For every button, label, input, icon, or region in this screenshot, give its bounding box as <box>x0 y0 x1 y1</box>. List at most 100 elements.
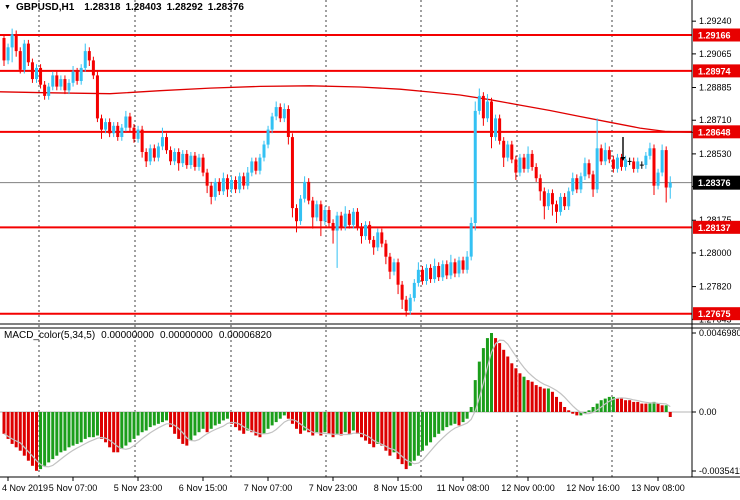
macd-bar <box>522 376 526 412</box>
candle-body <box>400 284 404 300</box>
macd-bar <box>469 407 473 412</box>
macd-bar <box>425 412 428 446</box>
macd-bar <box>10 412 14 444</box>
candle-body <box>563 196 567 207</box>
price-tick-label: 1.29065 <box>699 49 732 59</box>
candle-body <box>494 118 498 138</box>
candle-body <box>197 157 201 167</box>
macd-bar <box>30 412 34 466</box>
macd-bar <box>262 412 266 434</box>
macd-bar <box>579 412 583 416</box>
macd-bar <box>628 400 632 412</box>
macd-bar <box>307 412 311 433</box>
candle-body <box>559 196 563 212</box>
macd-bar <box>51 412 55 460</box>
macd-bar <box>242 412 246 434</box>
macd-bar <box>449 412 453 426</box>
candle-body <box>266 129 270 145</box>
candle-body <box>526 153 530 169</box>
macd-bar <box>518 373 522 412</box>
macd-bar <box>477 361 481 412</box>
macd-bar <box>368 412 372 444</box>
candle-body <box>530 153 534 167</box>
macd-indicator-name: MACD_color(5,34,5) <box>4 330 96 341</box>
macd-bar <box>205 412 209 433</box>
price-level-label-box <box>693 28 740 42</box>
candle-body <box>116 125 120 137</box>
macd-bar <box>91 412 95 438</box>
candle-body <box>615 157 619 169</box>
candle-body <box>368 224 372 240</box>
candle-body <box>63 79 67 91</box>
candle-body <box>250 161 254 173</box>
macd-bar <box>668 412 672 417</box>
candle-body <box>441 264 445 278</box>
macd-value-2: 0.00000000 <box>160 330 213 341</box>
macd-bar <box>408 412 412 466</box>
macd-bar <box>437 412 441 434</box>
candle-body <box>274 107 278 117</box>
macd-bar <box>327 412 331 434</box>
candle-body <box>230 180 233 190</box>
macd-bar <box>441 412 445 431</box>
price-level-label-box <box>693 125 740 139</box>
macd-bar <box>384 412 388 451</box>
macd-bar <box>189 412 193 441</box>
macd-bar <box>303 412 307 431</box>
macd-bar <box>445 412 449 428</box>
macd-bar <box>648 403 652 412</box>
candle-body <box>108 122 112 134</box>
symbol-dropdown-icon[interactable]: ▼ <box>4 4 11 11</box>
macd-bar <box>514 368 518 412</box>
macd-bar <box>75 412 79 444</box>
candle-body <box>177 152 181 164</box>
macd-bar <box>108 412 112 448</box>
macd-bar <box>173 412 177 434</box>
macd-bar <box>347 412 351 434</box>
price-tick-label: 1.28710 <box>699 115 732 125</box>
candle-body <box>144 152 148 162</box>
macd-bar <box>555 396 558 412</box>
candle-body <box>160 137 164 147</box>
candle-body <box>278 107 282 119</box>
macd-bar <box>14 412 18 448</box>
candle-body <box>10 34 14 48</box>
macd-bar <box>364 412 368 441</box>
candle-body <box>282 109 286 119</box>
candle-body <box>173 152 177 162</box>
macd-bar <box>404 412 408 470</box>
macd-bar <box>209 412 213 429</box>
macd-bar <box>270 412 274 426</box>
candle-body <box>319 204 323 222</box>
macd-bar <box>18 412 22 451</box>
ohlc-close: 1.28376 <box>207 2 244 13</box>
candle-body <box>270 116 274 130</box>
macd-bar <box>274 412 278 423</box>
candle-body <box>213 181 217 197</box>
macd-bar <box>246 412 250 431</box>
macd-bar <box>656 403 660 412</box>
candlestick-series <box>2 28 672 317</box>
candle-body <box>506 144 510 158</box>
candle-body <box>35 67 38 80</box>
candle-body <box>490 101 493 137</box>
macd-indicator-label: MACD_color(5,34,5) 0.00000000 0.00000000 0.… <box>4 330 278 341</box>
price-level-label: 1.29166 <box>698 31 731 41</box>
macd-bar <box>315 412 319 433</box>
macd-bar <box>372 412 376 448</box>
candle-body <box>457 260 461 274</box>
macd-bar <box>526 380 530 412</box>
macd-bar <box>47 412 51 463</box>
candle-body <box>445 264 449 276</box>
macd-bar <box>2 412 6 434</box>
candle-body <box>351 211 355 225</box>
candle-body <box>449 262 453 276</box>
macd-bar <box>624 400 628 412</box>
candle-body <box>91 60 95 76</box>
macd-bar <box>83 412 87 439</box>
price-level-label-box <box>693 220 740 234</box>
price-level-label-box <box>693 307 740 321</box>
candle-body <box>485 101 489 119</box>
macd-bar <box>59 412 63 453</box>
